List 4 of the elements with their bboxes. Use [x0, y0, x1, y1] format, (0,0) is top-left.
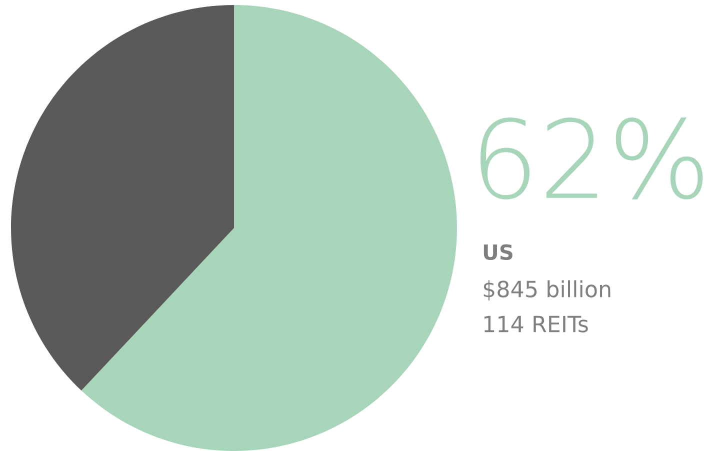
data-label: 62% [480, 117, 703, 200]
text: $845 billion [484, 280, 610, 300]
slice-label: US [484, 244, 512, 260]
text: 114 REITs [484, 316, 588, 332]
